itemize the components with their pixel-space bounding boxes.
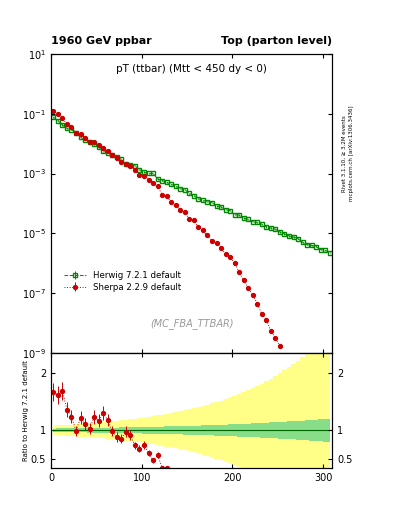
- Text: mcplots.cern.ch [arXiv:1306.3436]: mcplots.cern.ch [arXiv:1306.3436]: [349, 106, 354, 201]
- Text: Rivet 3.1.10, ≥ 3.2M events: Rivet 3.1.10, ≥ 3.2M events: [342, 115, 346, 192]
- Y-axis label: Ratio to Herwig 7.2.1 default: Ratio to Herwig 7.2.1 default: [24, 360, 29, 461]
- Text: pT (ttbar) (Mtt < 450 dy < 0): pT (ttbar) (Mtt < 450 dy < 0): [116, 64, 267, 74]
- Text: (MC_FBA_TTBAR): (MC_FBA_TTBAR): [150, 318, 233, 329]
- Text: Top (parton level): Top (parton level): [221, 36, 332, 46]
- Legend: Herwig 7.2.1 default, Sherpa 2.2.9 default: Herwig 7.2.1 default, Sherpa 2.2.9 defau…: [61, 268, 185, 295]
- Text: 1960 GeV ppbar: 1960 GeV ppbar: [51, 36, 152, 46]
